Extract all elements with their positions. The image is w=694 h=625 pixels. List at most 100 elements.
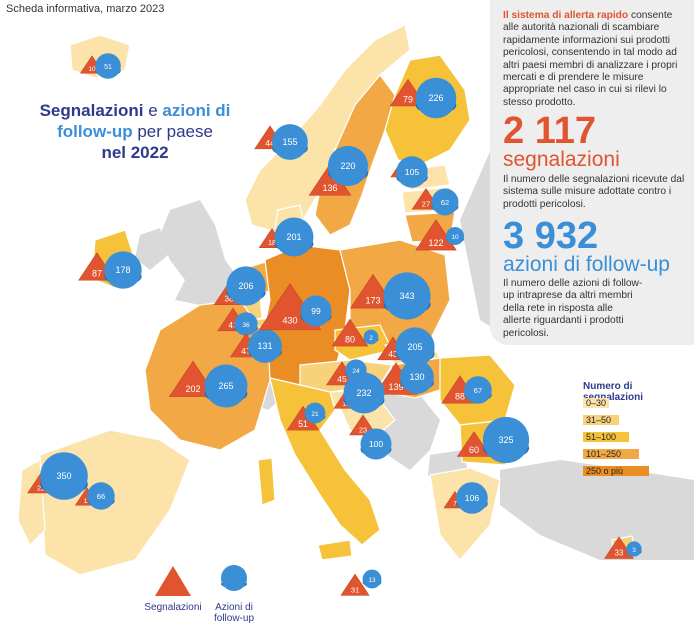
followups-value: 226 [428,93,443,103]
notifications-value: 60 [469,445,479,455]
notifications-value: 80 [345,334,355,344]
followups-value: 201 [286,232,301,242]
notifications-value: 173 [365,296,380,306]
notifications-value: 45 [337,374,347,384]
followups-value: 206 [238,281,253,291]
notifications-value: 41 [228,321,238,330]
legend-title: Numero di segnalazioni [583,381,644,403]
followups-marker-polonia: 343 [383,272,431,320]
legend-bin-1: 0–30 [583,398,609,408]
followups-desc: Il numero delle azioni di follow-up intr… [503,278,643,339]
notifications-value: 202 [185,384,200,394]
followups-marker-estonia: 105 [396,156,428,188]
sicily-shape [317,539,353,561]
followups-value: 105 [405,167,420,177]
followups-marker-lituania: 10 [445,226,465,246]
notifications-marker-malta: 31 [340,573,370,596]
followups-value: 62 [441,198,449,207]
notifications-value: 31 [351,586,360,595]
notifications-value: 27 [422,199,430,208]
legend-triangle-icon [155,566,191,596]
followups-marker-lussemburgo: 131 [248,329,282,363]
followups-value: 21 [311,411,319,418]
followups-total: 3 932 [503,215,599,257]
panel-intro-rest: consente alle autorità nazionali di scam… [503,10,678,108]
notifications-value: 11 [84,498,91,505]
followups-marker-slovacchia: 205 [395,327,435,367]
followups-value: 343 [399,291,414,301]
followups-marker-portogallo: 66 [87,482,115,510]
legend-notifications-caption: Segnalazioni [144,602,202,613]
followups-value: 131 [257,341,272,351]
notifications-total: 2 117 [503,110,596,152]
notifications-value: 430 [282,316,297,326]
followups-value: 10 [451,234,459,241]
notifications-label: segnalazioni [503,148,620,171]
followups-marker-norvegia: 155 [272,124,308,160]
followups-marker-lettonia: 62 [431,188,459,216]
followups-marker-finlandia: 226 [415,77,457,119]
notifications-value: 136 [322,183,337,193]
followups-marker-irlanda: 178 [104,251,142,289]
sardinia-shape [257,457,276,506]
notifications-value: 122 [428,238,443,248]
info-panel [490,0,694,345]
followups-marker-croazia: 100 [360,428,392,460]
notifications-desc: Il numero delle segnalazioni ricevute da… [503,174,685,210]
notifications-marker-bulgaria: 60 [456,431,492,457]
followups-marker-slovenia: 232 [343,372,385,414]
notifications-value: 33 [615,549,624,558]
country-markers: 1051441551362207922681052762122101820187… [27,53,642,596]
panel-intro: Il sistema di allerta rapido consente al… [503,10,688,109]
legend-bin-5: 250 o più [583,466,649,476]
legend-circle-icon [221,565,247,591]
followups-value: 155 [282,137,297,147]
title-line3: nel 2022 [101,143,169,162]
notifications-value: 47 [241,346,251,356]
followups-marker-romania: 67 [464,376,492,404]
followups-value: 51 [104,64,112,71]
notifications-value: 51 [298,419,308,429]
notifications-value: 18 [268,240,276,247]
notifications-value: 23 [359,425,367,434]
followups-value: 3 [632,547,636,554]
legend-followups-caption: Azioni di follow-up [213,602,255,624]
spain-shape [39,429,191,576]
notifications-value: 44 [265,138,275,148]
notifications-marker-cipro: 33 [604,536,634,559]
panel-intro-lead: Il sistema di allerta rapido [503,10,629,21]
followups-value: 106 [465,493,480,503]
page-title: Segnalazioni e azioni di follow-up per p… [30,100,240,163]
followups-marker-islanda: 51 [95,53,121,79]
title-part2: azioni di follow-up [57,101,231,141]
followups-value: 2 [369,335,373,342]
followups-marker-cipro: 3 [626,541,642,557]
followups-marker-malta: 13 [362,569,382,589]
followups-marker-bulgaria: 325 [482,416,530,464]
notifications-marker-cechia: 80 [331,318,369,347]
notifications-value: 43 [388,349,398,359]
followups-value: 36 [242,322,250,329]
followups-value: 232 [356,388,371,398]
followups-value: 178 [115,265,130,275]
title-part1: Segnalazioni [39,101,144,120]
title-rest: per paese [132,122,213,141]
greece-shape [429,467,501,561]
followups-value: 66 [97,492,105,501]
notifications-value: 38 [224,295,234,304]
followups-marker-spagna: 350 [40,452,88,500]
followups-value: 13 [368,577,376,584]
followups-value: 265 [218,381,233,391]
followups-value: 130 [409,372,424,382]
followups-value: 205 [407,342,422,352]
header-subtitle: Scheda informativa, marzo 2023 [6,3,165,15]
followups-marker-ungheria: 130 [400,360,434,394]
followups-value: 100 [369,439,383,449]
legend-bin-4: 101–250 [583,449,639,459]
notifications-value: 7 [453,501,457,508]
followups-marker-danimarca: 201 [274,217,314,257]
notifications-value: 23 [37,483,45,492]
followups-value: 350 [56,471,71,481]
notifications-value: 79 [403,94,413,104]
followups-value: 220 [340,161,355,171]
